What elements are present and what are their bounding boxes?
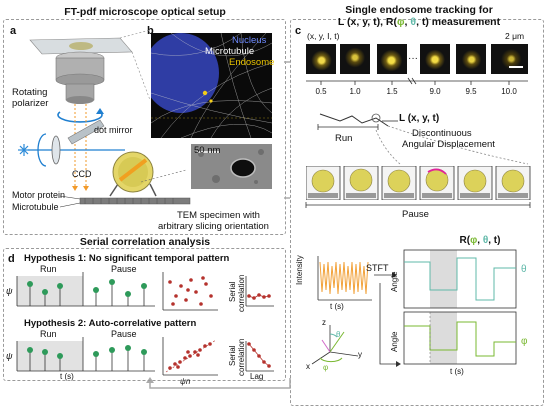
- angle-t-label: t (s): [450, 367, 464, 376]
- frame-header: (x, y, I, t): [307, 31, 340, 41]
- h1-pause-label: Pause: [111, 264, 137, 274]
- time-label-5: 9.5: [465, 87, 477, 96]
- intensity-t-label: t (s): [330, 302, 344, 311]
- endosome-snapshots: [306, 166, 532, 200]
- legend-nucleus: Nucleus: [232, 35, 267, 46]
- panel-tracking: [290, 19, 544, 406]
- panel-letter-a: a: [10, 25, 17, 37]
- panel-letter-b: b: [147, 25, 154, 37]
- h2-serial-label: Serial: [228, 345, 237, 366]
- time-label-4: 9.0: [429, 87, 441, 96]
- theta-series-label: θ: [521, 264, 527, 275]
- h2-run-label: Run: [40, 329, 57, 339]
- time-label-1: 0.5: [315, 87, 327, 96]
- label-ccd: CCD: [72, 169, 92, 179]
- frame-5: [456, 44, 486, 74]
- frame-2: [340, 44, 370, 74]
- label-microtubule: Microtubule: [12, 202, 59, 212]
- run-label-c: Run: [335, 133, 353, 144]
- h1-psi-axis: ψ: [6, 286, 13, 296]
- frame-scale-label: 2 μm: [505, 31, 525, 41]
- lag-label: Lag: [250, 372, 264, 381]
- h1-run-label: Run: [40, 264, 57, 274]
- panel-setup: [3, 19, 286, 235]
- psi-n-label: ψn: [180, 377, 191, 386]
- tem-scale-label: 50 nm: [194, 145, 221, 156]
- r-title: R(φ, θ, t): [459, 235, 501, 246]
- tem-caption-line2: arbitrary slicing orientation: [158, 221, 269, 232]
- L-label: L (x, y, t): [399, 113, 440, 124]
- tem-image: [191, 144, 272, 189]
- panel-serial: [3, 248, 286, 381]
- label-dot-mirror: dot mirror: [94, 125, 133, 135]
- legend-endosome: Endosome: [229, 57, 275, 68]
- axis-z-label: z: [322, 318, 326, 327]
- setup-title: FT-pdf microscope optical setup: [64, 6, 226, 18]
- pause-label-c: Pause: [402, 209, 429, 220]
- time-label-3: 1.5: [386, 87, 398, 96]
- discontinuous-line1: Discontinuous: [412, 128, 472, 139]
- frame-1: [306, 44, 336, 74]
- label-rotating-polarizer: Rotating polarizer: [12, 87, 49, 109]
- axis-y-label: y: [358, 350, 362, 359]
- axes-theta-label: θ: [336, 330, 341, 339]
- legend-microtubule: Microtubule: [205, 46, 255, 57]
- axes-phi-label: φ: [323, 363, 329, 372]
- phi-series-label: φ: [521, 336, 528, 347]
- time-label-6: 10.0: [501, 87, 517, 96]
- d-t-label: t (s): [60, 372, 74, 381]
- h2-correlation-label: correlation: [237, 338, 246, 376]
- stft-label: STFT: [366, 263, 389, 273]
- frame-ellipsis: ···: [408, 53, 418, 64]
- serial-title: Serial correlation analysis: [79, 236, 211, 248]
- tracking-title-line1: Single endosome tracking for: [345, 4, 493, 16]
- tem-caption-line1: TEM specimen with: [177, 210, 260, 221]
- fluorescence-image: [151, 33, 272, 138]
- time-label-2: 1.0: [349, 87, 361, 96]
- frame-3: [377, 44, 407, 74]
- discontinuous-line2: Angular Displacement: [402, 139, 495, 150]
- h2-pause-label: Pause: [111, 329, 137, 339]
- frame-6: [491, 44, 528, 74]
- hypothesis-1: Hypothesis 1: No significant temporal pa…: [24, 253, 230, 264]
- axis-x-label: x: [306, 362, 310, 371]
- tracking-title-line2: L (x, y, t), R(φ, θ, t) measurement: [337, 16, 501, 28]
- frame-4: [420, 44, 450, 74]
- label-motor-protein: Motor protein: [12, 190, 66, 200]
- hypothesis-2: Hypothesis 2: Auto-correlative pattern: [24, 318, 197, 329]
- panel-letter-d: d: [8, 253, 15, 265]
- panel-letter-c: c: [295, 25, 302, 37]
- h2-psi-axis: ψ: [6, 351, 13, 361]
